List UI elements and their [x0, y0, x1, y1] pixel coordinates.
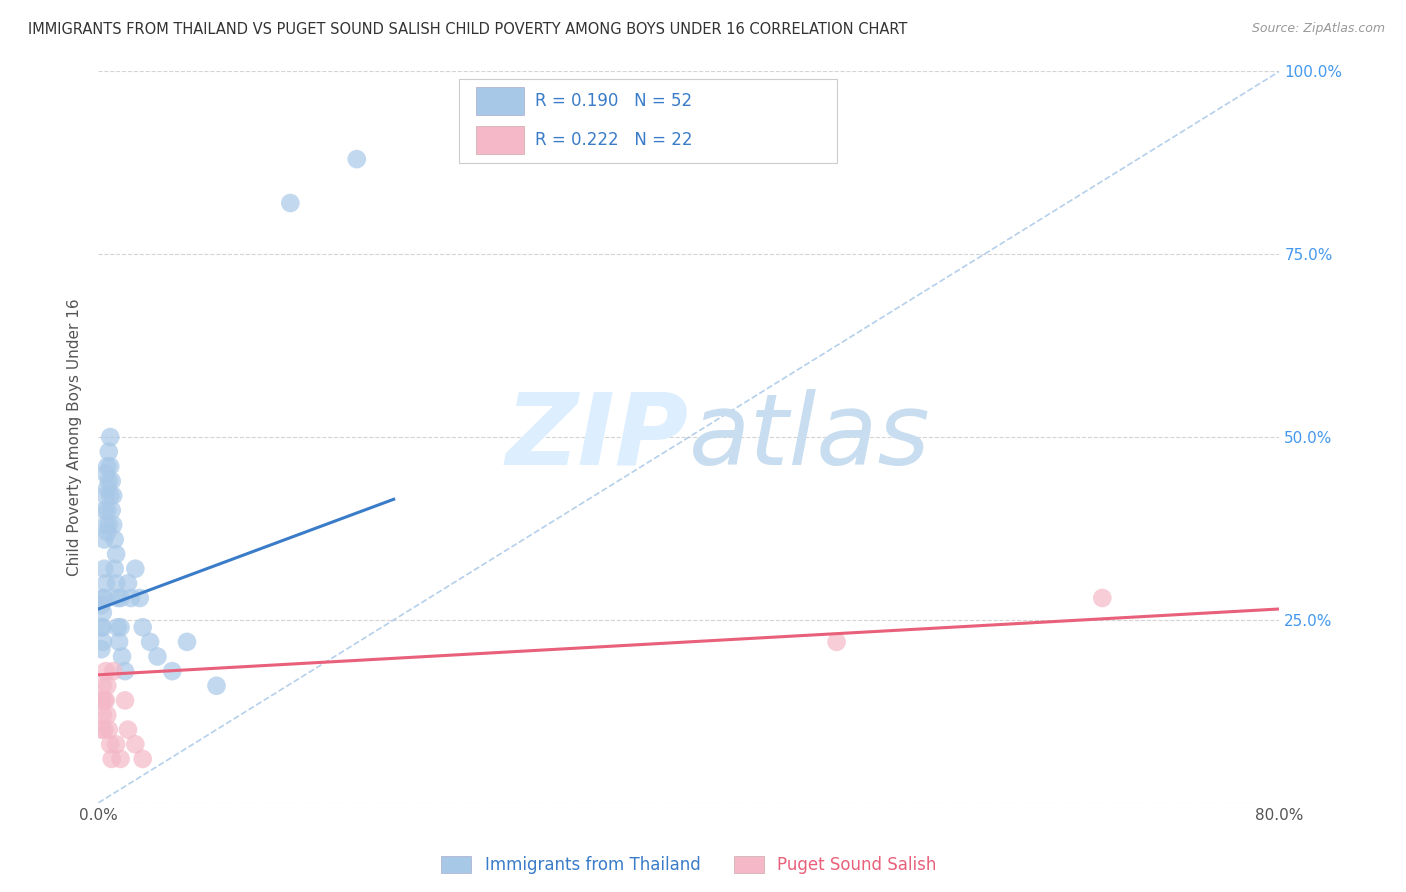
Point [110, 620, 132, 634]
Point [117, 723, 139, 737]
Point [146, 649, 169, 664]
FancyBboxPatch shape [477, 126, 523, 154]
Point [96, 503, 118, 517]
Point [98, 459, 121, 474]
Point [98, 489, 121, 503]
Point [132, 620, 155, 634]
Point [128, 591, 150, 605]
Text: ZIP: ZIP [506, 389, 689, 485]
Point [176, 635, 198, 649]
Text: Source: ZipAtlas.com: Source: ZipAtlas.com [1251, 22, 1385, 36]
Point [104, 562, 127, 576]
Point [825, 635, 848, 649]
Point [105, 576, 128, 591]
Point [96, 481, 118, 495]
Point [91, 591, 114, 605]
Point [97, 723, 120, 737]
Point [90, 599, 112, 613]
Point [103, 664, 125, 678]
Point [98, 430, 121, 444]
Point [132, 752, 155, 766]
Point [94, 693, 117, 707]
Point [96, 679, 118, 693]
Point [96, 525, 118, 540]
Point [93, 533, 115, 547]
Point [103, 517, 125, 532]
Point [91, 708, 114, 723]
Point [117, 576, 139, 591]
Point [90, 723, 112, 737]
Point [110, 591, 132, 605]
Point [103, 489, 125, 503]
Point [162, 664, 183, 678]
Point [96, 708, 118, 723]
Point [90, 620, 112, 634]
Point [139, 635, 162, 649]
Point [91, 606, 114, 620]
Point [105, 547, 128, 561]
Point [93, 693, 115, 707]
Point [90, 693, 112, 707]
Point [91, 620, 114, 634]
Point [105, 737, 128, 751]
Point [96, 459, 118, 474]
Point [98, 737, 121, 751]
Point [278, 196, 302, 211]
Point [93, 591, 115, 605]
Point [120, 591, 142, 605]
Text: IMMIGRANTS FROM THAILAND VS PUGET SOUND SALISH CHILD POVERTY AMONG BOYS UNDER 16: IMMIGRANTS FROM THAILAND VS PUGET SOUND … [28, 22, 907, 37]
Text: atlas: atlas [689, 389, 931, 485]
Legend: Immigrants from Thailand, Puget Sound Salish: Immigrants from Thailand, Puget Sound Sa… [433, 847, 945, 882]
FancyBboxPatch shape [477, 87, 523, 115]
Point [91, 679, 114, 693]
Point [100, 503, 122, 517]
Point [104, 533, 127, 547]
Point [205, 679, 228, 693]
Point [108, 635, 131, 649]
Point [114, 693, 136, 707]
Point [114, 664, 136, 678]
Point [97, 444, 120, 458]
Point [93, 503, 115, 517]
Point [91, 635, 114, 649]
Y-axis label: Child Poverty Among Boys Under 16: Child Poverty Among Boys Under 16 [67, 298, 83, 576]
FancyBboxPatch shape [458, 78, 837, 162]
Point [94, 517, 117, 532]
Point [94, 576, 117, 591]
Point [111, 649, 134, 664]
Point [110, 752, 132, 766]
Point [100, 752, 122, 766]
Point [93, 562, 115, 576]
Point [94, 489, 117, 503]
Point [94, 664, 117, 678]
Point [346, 152, 368, 166]
Point [100, 474, 122, 488]
Point [107, 591, 129, 605]
Point [90, 642, 112, 657]
Point [107, 620, 129, 634]
Text: R = 0.222   N = 22: R = 0.222 N = 22 [536, 131, 693, 149]
Point [124, 737, 146, 751]
Text: R = 0.190   N = 52: R = 0.190 N = 52 [536, 93, 693, 111]
Point [97, 517, 120, 532]
Point [124, 562, 146, 576]
Point [97, 474, 120, 488]
Point [1091, 591, 1114, 605]
Point [93, 723, 115, 737]
Point [94, 467, 117, 481]
